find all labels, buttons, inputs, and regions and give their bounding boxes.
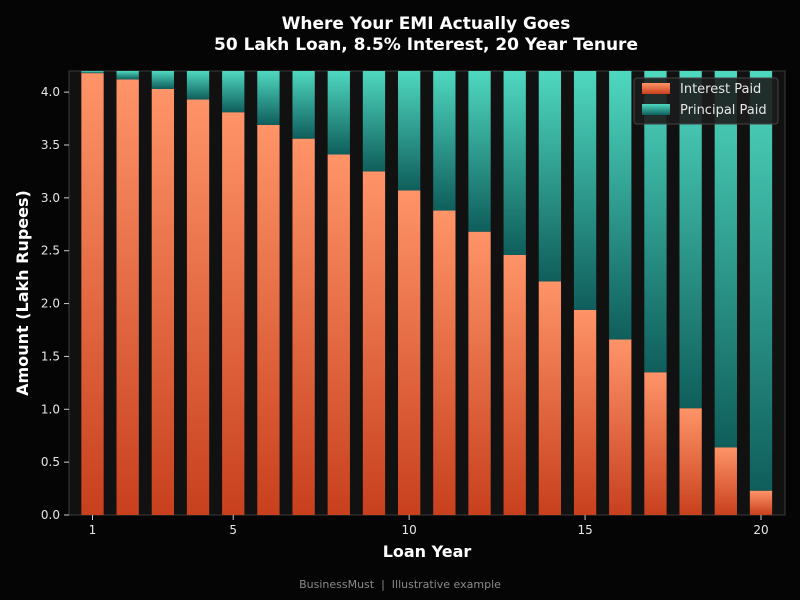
interest-bar-year-17 [644,372,667,515]
principal-bar-year-13 [503,71,526,255]
principal-bar-year-5 [222,71,245,113]
y-tick-label: 1.0 [41,402,60,416]
bars-group [81,71,773,516]
principal-bar-year-12 [468,71,491,232]
principal-bar-year-11 [433,71,456,211]
interest-bar-year-11 [433,210,456,516]
plot-area [68,70,786,516]
y-tick-label: 3.5 [41,138,60,152]
principal-bar-year-18 [679,71,702,409]
interest-bar-year-20 [749,490,773,515]
x-tick-label: 15 [577,523,592,537]
y-tick-label: 4.0 [41,85,60,99]
interest-bar-year-12 [468,231,491,515]
interest-bar-year-3 [151,88,175,515]
legend-label-principal: Principal Paid [680,103,767,118]
legend-label-interest: Interest Paid [680,82,761,97]
x-tick-label: 10 [402,523,417,537]
principal-bar-year-8 [327,71,350,155]
y-axis: 0.0 0.5 1.0 1.5 2.0 2.5 3.0 3.5 4.0 [41,85,69,522]
interest-bar-year-10 [398,190,421,515]
principal-bar-year-20 [749,71,773,491]
principal-bar-year-1 [81,71,104,74]
chart-subtitle: 50 Lakh Loan, 8.5% Interest, 20 Year Ten… [214,35,638,55]
interest-bar-year-2 [116,79,139,516]
y-tick-label: 3.0 [41,191,60,205]
principal-bar-year-19 [714,71,737,448]
interest-bar-year-9 [362,171,386,515]
principal-bar-year-4 [186,71,210,100]
interest-bar-year-18 [679,408,702,515]
legend: Interest Paid Principal Paid [633,77,779,125]
y-axis-label: Amount (Lakh Rupees) [13,190,32,396]
principal-bar-year-17 [644,71,667,373]
x-axis: 1 5 10 15 20 [89,515,769,537]
interest-bar-year-1 [81,73,104,516]
interest-bar-year-4 [186,99,210,515]
x-tick-label: 20 [753,523,768,537]
y-tick-label: 1.5 [41,349,60,363]
y-tick-label: 0.5 [41,455,60,469]
principal-bar-year-7 [292,71,315,139]
interest-bar-year-16 [609,339,632,515]
interest-bar-year-8 [327,154,350,515]
x-tick-label: 5 [229,523,237,537]
interest-bar-year-6 [257,124,280,515]
y-tick-label: 2.5 [41,244,60,258]
interest-bar-year-5 [222,112,245,515]
x-axis-label: Loan Year [383,542,472,561]
principal-bar-year-14 [538,71,562,282]
interest-bar-year-15 [573,309,597,515]
y-tick-label: 2.0 [41,297,60,311]
interest-bar-year-13 [503,254,526,515]
legend-swatch-interest [642,83,670,94]
principal-bar-year-15 [573,71,597,310]
interest-bar-year-7 [292,138,315,515]
chart-title: Where Your EMI Actually Goes [282,14,571,34]
y-tick-label: 0.0 [41,508,60,522]
principal-bar-year-2 [116,71,139,80]
principal-bar-year-10 [398,71,421,191]
principal-bar-year-3 [151,71,175,89]
footer-note: BusinessMust | Illustrative example [299,578,501,591]
interest-bar-year-19 [714,447,737,515]
principal-bar-year-9 [362,71,386,172]
interest-bar-year-14 [538,281,562,515]
legend-swatch-principal [642,104,670,115]
principal-bar-year-16 [609,71,632,340]
x-tick-label: 1 [89,523,97,537]
principal-bar-year-6 [257,71,280,125]
